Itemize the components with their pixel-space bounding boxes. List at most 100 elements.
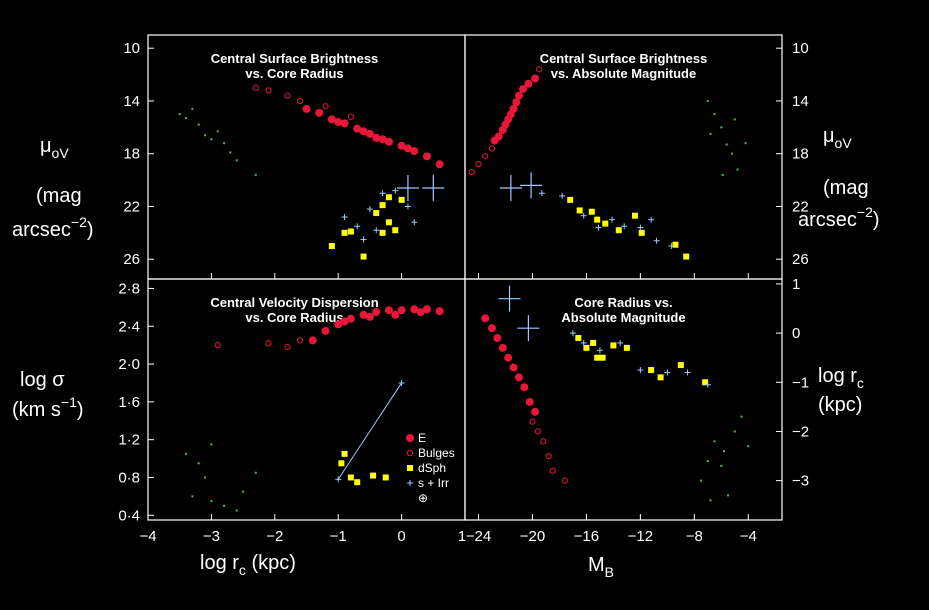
panel-title-line: vs. Core Radius xyxy=(245,310,343,325)
data-point-faint xyxy=(235,159,238,162)
series-faint xyxy=(185,443,257,512)
mu-label: μoV xyxy=(40,135,69,161)
data-point-dsph xyxy=(576,207,583,214)
data-point-e xyxy=(410,305,419,314)
data-point-dsph xyxy=(407,465,413,471)
data-point-bulge xyxy=(529,418,536,425)
data-point-faint xyxy=(229,151,232,154)
panel-title-line: Central Surface Brightness xyxy=(211,51,379,66)
kpc-label-right: (kpc) xyxy=(818,394,862,416)
x-tick-label: −4 xyxy=(139,528,156,545)
data-point-bulge xyxy=(475,161,482,168)
data-point-faint xyxy=(720,126,723,129)
log-rc-label-right: log rc xyxy=(818,365,864,391)
data-point-bulge xyxy=(540,438,547,445)
data-point-dsph xyxy=(385,194,392,201)
data-point-faint xyxy=(204,476,207,479)
data-point-dsph xyxy=(373,210,380,217)
y-tick-label: 10 xyxy=(792,40,809,57)
y-tick-label: −2 xyxy=(792,423,809,440)
mu-label-right: μoV xyxy=(823,125,852,151)
data-point-e xyxy=(359,127,368,136)
y-tick-label: 18 xyxy=(123,146,140,163)
data-point-bulge xyxy=(297,337,304,344)
data-point-e xyxy=(406,434,414,442)
data-point-e xyxy=(334,118,343,127)
data-point-dsph xyxy=(341,229,348,236)
data-point-bulge xyxy=(297,97,304,105)
data-point-faint xyxy=(747,445,750,448)
data-point-faint xyxy=(709,132,712,135)
data-point-faint xyxy=(700,479,703,482)
y-tick-label: 10 xyxy=(123,40,140,57)
series-bulges xyxy=(468,66,543,176)
data-point-faint xyxy=(210,500,213,503)
data-point-dsph xyxy=(702,379,709,386)
data-point-dsph xyxy=(615,227,622,234)
data-point-dsph xyxy=(379,229,386,236)
data-point-e xyxy=(531,74,540,83)
data-point-bulge xyxy=(406,449,414,457)
data-point-e xyxy=(494,132,503,141)
y-tick-label: 22 xyxy=(123,198,140,215)
data-point-dsph xyxy=(672,241,679,248)
data-point-dsph xyxy=(590,339,597,346)
series-faint xyxy=(706,99,747,176)
data-point-e xyxy=(302,104,311,113)
km-label: (km s−1) xyxy=(12,394,84,421)
data-point-dsph xyxy=(683,253,690,260)
data-point-e xyxy=(372,133,381,142)
series-e xyxy=(490,74,540,145)
axis-labels: μoV (mag arcsec−2) μoV (mag arcsec−2) lo… xyxy=(12,125,880,580)
data-point-e xyxy=(397,141,406,150)
data-point-dsph xyxy=(370,472,377,479)
data-point-bulge xyxy=(347,113,354,120)
data-point-faint xyxy=(721,173,724,176)
data-point-faint xyxy=(740,415,743,418)
data-point-e xyxy=(498,343,507,352)
panel-title-line: Central Velocity Dispersion xyxy=(210,295,378,310)
panel-title-line: Absolute Magnitude xyxy=(561,310,685,325)
data-point-bulge xyxy=(284,343,291,351)
legend-item-label: ⊕ xyxy=(418,491,428,505)
data-point-e xyxy=(509,104,518,113)
series- xyxy=(498,285,540,342)
data-point-bulge xyxy=(545,452,552,460)
data-point-dsph xyxy=(602,220,609,227)
data-point-faint xyxy=(178,113,181,116)
data-point-bulge xyxy=(214,342,221,349)
data-point-bulge xyxy=(252,84,259,91)
series-dsph xyxy=(328,194,405,260)
data-point-faint xyxy=(725,143,728,146)
data-point-e xyxy=(327,115,336,124)
data-point-bulge xyxy=(488,145,496,152)
data-point-e xyxy=(384,137,393,146)
data-point-dsph xyxy=(347,474,354,481)
y-tick-label: 1·6 xyxy=(118,394,140,411)
data-point-bulge xyxy=(534,428,541,435)
series-faint xyxy=(700,415,750,502)
series-bulges xyxy=(214,337,304,351)
data-point-faint xyxy=(713,440,716,443)
panel-title-line: Central Surface Brightness xyxy=(540,51,708,66)
data-point-faint xyxy=(197,462,200,465)
data-point-e xyxy=(365,129,374,138)
data-point-e xyxy=(397,306,406,315)
data-point-e xyxy=(334,320,343,329)
series-dsph xyxy=(575,335,709,386)
data-point-faint xyxy=(733,118,736,121)
data-point-e xyxy=(531,407,540,416)
data-point-faint xyxy=(204,134,207,137)
data-point-faint xyxy=(191,107,194,110)
data-point-dsph xyxy=(583,344,590,351)
data-point-e xyxy=(340,317,349,326)
data-point-bulge xyxy=(284,92,291,99)
data-point-bulge xyxy=(536,66,543,73)
y-tick-label: 1 xyxy=(792,276,800,293)
legend-item-label: s + Irr xyxy=(418,476,449,490)
data-point-faint xyxy=(197,123,200,126)
data-point-e xyxy=(410,147,419,156)
y-tick-label: 0·4 xyxy=(118,507,140,524)
